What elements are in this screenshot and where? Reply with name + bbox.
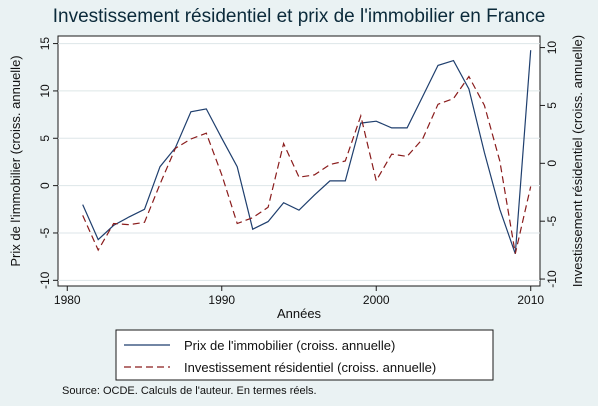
y-right-tick-label: -10 bbox=[545, 270, 559, 288]
x-tick-label: 1980 bbox=[54, 293, 81, 307]
y-left-tick-label: 0 bbox=[38, 182, 52, 189]
y-left-tick-label: 10 bbox=[38, 84, 52, 98]
y-left-axis-label: Prix de l'immobilier (croiss. annuelle) bbox=[8, 55, 23, 266]
legend-box bbox=[115, 329, 494, 381]
series-line-1 bbox=[82, 50, 532, 254]
x-tick-label: 1990 bbox=[208, 293, 235, 307]
legend-label-2: Investissement résidentiel (croiss. annu… bbox=[184, 360, 436, 375]
x-tick-label: 2010 bbox=[517, 293, 544, 307]
y-right-tick-label: 0 bbox=[545, 160, 559, 167]
y-right-tick-label: 5 bbox=[545, 102, 559, 109]
y-left-tick-label: -5 bbox=[38, 227, 52, 238]
series-line-2 bbox=[82, 75, 532, 254]
y-left-tick-label: 15 bbox=[38, 37, 52, 51]
legend-label-1: Prix de l'immobilier (croiss. annuelle) bbox=[184, 338, 395, 353]
y-left-tick-label: 5 bbox=[38, 135, 52, 142]
plot-area bbox=[57, 35, 541, 287]
y-right-tick-label: -5 bbox=[545, 216, 559, 227]
source-note: Source: OCDE. Calculs de l'auteur. En te… bbox=[62, 385, 317, 397]
y-right-axis-label: Investissement résidentiel (croiss. annu… bbox=[570, 35, 585, 287]
chart-title: Investissement résidentiel et prix de l'… bbox=[52, 6, 546, 27]
y-left-tick-label: -10 bbox=[38, 271, 52, 289]
y-right-tick-label: 10 bbox=[545, 41, 559, 55]
x-axis-label: Années bbox=[277, 306, 322, 321]
x-tick-label: 2000 bbox=[363, 293, 390, 307]
